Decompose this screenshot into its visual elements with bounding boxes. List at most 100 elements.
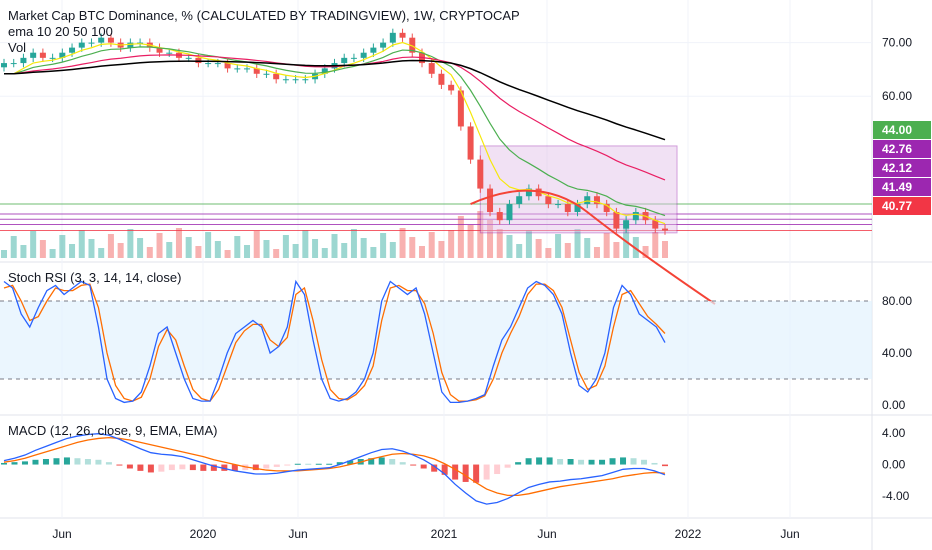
macd-histogram-bar [651, 462, 658, 465]
candle-body [205, 63, 212, 65]
macd-histogram-bar [473, 464, 480, 483]
macd-histogram-bar [546, 457, 553, 465]
candle-body [244, 68, 251, 70]
volume-bar [98, 248, 105, 258]
candle-body [253, 68, 260, 74]
macd-histogram-bar [105, 462, 112, 465]
candle-body [107, 37, 114, 43]
macd-histogram-bar [294, 463, 301, 465]
ema-legend[interactable]: ema 10 20 50 100 [8, 24, 113, 39]
x-tick-label: 2020 [190, 527, 217, 541]
stoch-tick-label: 40.00 [882, 346, 912, 360]
candle-body [399, 32, 406, 38]
candle-body [224, 63, 231, 69]
volume-bar [525, 230, 532, 258]
volume-bar [593, 247, 600, 258]
macd-histogram-bar [536, 457, 543, 465]
volume-bar [428, 232, 435, 258]
volume-bar [88, 239, 95, 258]
macd-legend[interactable]: MACD (12, 26, close, 9, EMA, EMA) [8, 423, 218, 438]
volume-bar [613, 242, 620, 258]
macd-tick-label: 0.00 [882, 458, 906, 472]
macd-histogram-bar [410, 464, 417, 466]
stoch-rsi-pane[interactable] [0, 279, 872, 404]
macd-histogram-bar [441, 464, 448, 475]
macd-histogram-bar [263, 464, 270, 469]
candle-body [341, 57, 348, 64]
macd-histogram-bar [231, 464, 238, 471]
macd-histogram-bar [137, 464, 144, 471]
volume-bar [244, 245, 251, 258]
volume-bar [487, 220, 494, 258]
price-pane[interactable] [0, 28, 872, 305]
macd-histogram-bar [11, 462, 18, 465]
x-tick-label: 2021 [431, 527, 458, 541]
volume-bar [370, 247, 377, 258]
candle-body [156, 47, 163, 53]
macd-histogram-bar [630, 458, 637, 465]
macd-histogram-bar [462, 464, 469, 482]
volume-legend[interactable]: Vol [8, 40, 27, 55]
volume-bar [214, 241, 221, 258]
x-tick-label: Jun [288, 527, 307, 541]
volume-bar [477, 211, 484, 258]
candle-body [662, 228, 668, 231]
stoch-tick-label: 0.00 [882, 398, 906, 412]
macd-histogram-bar [515, 462, 522, 465]
macd-histogram-bar [599, 459, 606, 465]
macd-histogram-bar [347, 460, 354, 465]
candle-body [496, 212, 503, 221]
price-tag-label: 42.12 [882, 161, 912, 175]
macd-histogram-bar [504, 464, 511, 468]
candle-body [652, 220, 659, 229]
stoch-tick-label: 80.00 [882, 294, 912, 308]
macd-histogram-bar [200, 464, 207, 471]
stoch-k-line [3, 279, 666, 404]
price-tag-label: 41.49 [882, 180, 912, 194]
stoch-rsi-legend[interactable]: Stoch RSI (3, 3, 14, 14, close) [8, 270, 182, 285]
macd-histogram-bar [126, 464, 133, 469]
candle-body [448, 84, 455, 91]
ema-10-line [4, 41, 666, 225]
candle-body [302, 79, 309, 81]
macd-histogram-bar [557, 459, 564, 465]
volume-bar [224, 250, 231, 258]
volume-bar [302, 230, 309, 258]
volume-bar [282, 235, 289, 258]
macd-histogram-bar [368, 458, 375, 465]
volume-bar [263, 240, 270, 258]
chart-title[interactable]: Market Cap BTC Dominance, % (CALCULATED … [8, 8, 520, 23]
macd-histogram-bar [147, 464, 154, 473]
macd-histogram-bar [483, 464, 490, 480]
candle-body [263, 73, 270, 75]
candle-body [438, 73, 445, 85]
macd-histogram-bar [84, 459, 91, 465]
main-legend: Market Cap BTC Dominance, % (CALCULATED … [8, 8, 520, 56]
macd-histogram-bar [326, 463, 333, 465]
candle-body [360, 52, 367, 58]
price-tick-label: 60.00 [882, 89, 912, 103]
macd-histogram-bar [74, 458, 81, 465]
candle-body [78, 42, 85, 48]
volume-bar [448, 230, 455, 258]
candle-body [380, 42, 387, 48]
macd-histogram-bar [95, 459, 102, 465]
ema-100-line [4, 59, 666, 141]
macd-histogram-bar [641, 459, 648, 465]
volume-bar [516, 244, 523, 258]
candle-body [477, 159, 484, 189]
projection-curve [470, 189, 716, 305]
macd-histogram-bar [662, 464, 668, 467]
volume-bar [253, 231, 260, 258]
volume-bar [662, 241, 668, 258]
volume-bar [350, 229, 357, 258]
candle-body [389, 32, 396, 43]
macd-histogram-bar [273, 464, 280, 467]
candle-body [506, 204, 513, 221]
candle-body [88, 42, 95, 44]
macd-pane[interactable] [1, 433, 668, 505]
volume-bar [273, 249, 280, 258]
volume-bar [59, 235, 66, 258]
